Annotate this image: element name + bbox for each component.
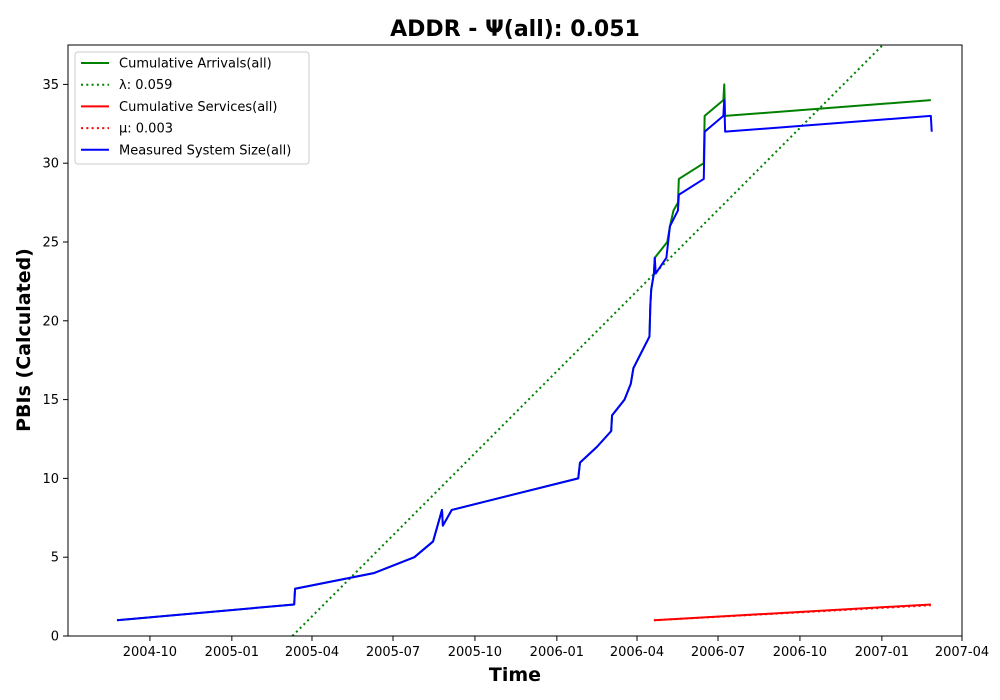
y-tick-label: 15 bbox=[42, 393, 59, 408]
y-tick-label: 0 bbox=[51, 630, 59, 645]
y-tick-label: 5 bbox=[51, 551, 59, 566]
x-axis-label: Time bbox=[489, 664, 541, 686]
x-tick-label: 2004-10 bbox=[123, 645, 177, 660]
y-axis-label: PBIs (Calculated) bbox=[13, 248, 35, 432]
x-tick-label: 2005-10 bbox=[448, 645, 502, 660]
y-axis: 0 5 10 15 20 25 30 35 bbox=[42, 78, 68, 645]
y-tick-label: 35 bbox=[42, 78, 59, 93]
x-tick-label: 2006-04 bbox=[610, 645, 664, 660]
y-tick-label: 30 bbox=[42, 157, 59, 172]
series-line-4 bbox=[653, 604, 931, 622]
x-tick-label: 2006-10 bbox=[773, 645, 827, 660]
legend-label: Cumulative Arrivals(all) bbox=[119, 57, 272, 72]
y-tick-label: 10 bbox=[42, 472, 59, 487]
x-tick-label: 2006-01 bbox=[530, 645, 584, 660]
chart-title: ADDR - Ψ(all): 0.051 bbox=[390, 17, 640, 42]
legend-label: Measured System Size(all) bbox=[119, 143, 291, 158]
x-tick-label: 2005-01 bbox=[205, 645, 259, 660]
legend-label: λ: 0.059 bbox=[119, 78, 172, 93]
x-axis: 2004-10 2005-01 2005-04 2005-07 2005-10 2006-… bbox=[123, 636, 989, 660]
x-tick-label: 2007-04 bbox=[935, 645, 989, 660]
x-tick-label: 2006-07 bbox=[691, 645, 745, 660]
series-layer bbox=[116, 45, 933, 636]
legend-label: Cumulative Services(all) bbox=[119, 100, 277, 115]
series-line-5 bbox=[116, 99, 933, 622]
x-tick-label: 2005-04 bbox=[285, 645, 339, 660]
axes-border bbox=[67, 44, 963, 637]
legend-label: μ: 0.003 bbox=[119, 122, 173, 137]
y-tick-label: 20 bbox=[42, 314, 59, 329]
x-tick-label: 2007-01 bbox=[855, 645, 909, 660]
x-tick-label: 2005-07 bbox=[366, 645, 420, 660]
legend: Cumulative Arrivals(all) λ: 0.059 Cumulati… bbox=[74, 51, 310, 165]
y-tick-label: 25 bbox=[42, 236, 59, 251]
legend-box bbox=[74, 51, 310, 165]
series-line-2 bbox=[291, 45, 884, 636]
